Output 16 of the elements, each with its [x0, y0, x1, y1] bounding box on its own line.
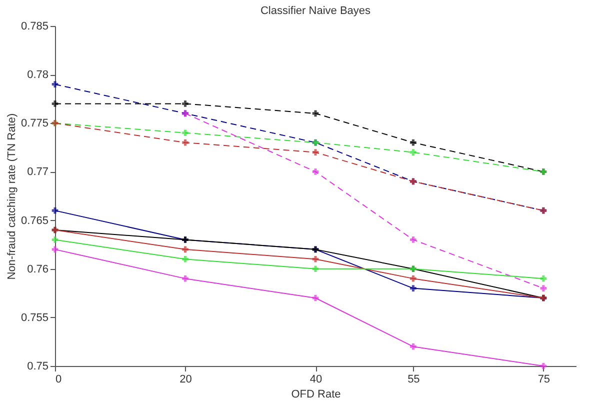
y-tick-label: 0.755: [20, 312, 48, 324]
x-tick-label: 40: [310, 374, 322, 386]
chart-title: Classifier Naive Bayes: [260, 5, 372, 17]
x-tick-label: 55: [408, 374, 420, 386]
y-tick-label: 0.77: [27, 166, 48, 178]
x-tick-label: 0: [56, 374, 62, 386]
x-tick-label: 20: [180, 374, 192, 386]
y-tick-label: 0.75: [27, 360, 48, 372]
y-tick-label: 0.76: [27, 263, 48, 276]
y-tick-label: 0.775: [20, 118, 48, 130]
y-tick-label: 0.765: [20, 214, 48, 227]
y-tick-label: 0.78: [27, 69, 48, 82]
x-axis-title: OFD Rate: [291, 388, 341, 400]
x-tick-label: 75: [538, 374, 550, 386]
y-axis-title: Non-fraud catching rate (TN Rate): [6, 113, 18, 280]
y-tick-label: 0.785: [20, 20, 48, 32]
